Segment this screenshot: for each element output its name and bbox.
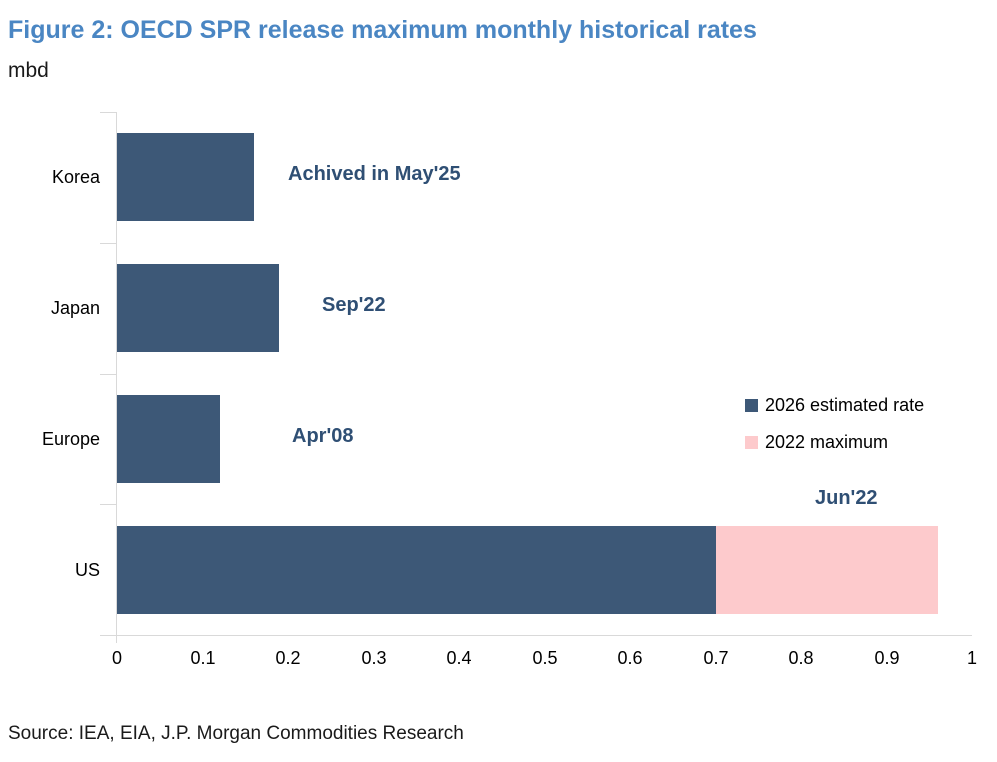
category-label-europe: Europe <box>41 429 100 449</box>
bar-segment-korea <box>117 133 254 221</box>
annotation-europe: Apr'08 <box>292 425 354 447</box>
legend-item-estimated: 2026 estimated rate <box>745 395 924 415</box>
bar-segment-japan <box>117 264 279 352</box>
bar-segment-us <box>716 526 938 614</box>
legend-item-maximum: 2022 maximum <box>745 432 924 452</box>
category-tick <box>100 635 116 636</box>
legend-swatch-pink-icon <box>745 435 758 449</box>
x-tick-label: 0.7 <box>703 648 729 668</box>
x-tick-label: 0.3 <box>361 648 387 668</box>
annotation-korea: Achived in May'25 <box>288 163 461 185</box>
x-axis-line <box>116 635 972 636</box>
y-axis-line <box>116 112 117 643</box>
x-tick-label: 0.1 <box>190 648 216 668</box>
source-note: Source: IEA, EIA, J.P. Morgan Commoditie… <box>8 723 464 744</box>
x-tick-label: 0.9 <box>874 648 900 668</box>
legend-label: 2026 estimated rate <box>765 394 925 415</box>
bar-japan <box>117 264 279 352</box>
axis-unit-label: mbd <box>8 59 49 82</box>
category-label-japan: Japan <box>50 298 100 318</box>
category-tick <box>100 374 116 375</box>
category-tick <box>100 243 116 244</box>
legend-swatch-blue-icon <box>745 398 758 412</box>
figure-title: Figure 2: OECD SPR release maximum month… <box>8 16 757 44</box>
x-tick-label: 0 <box>111 648 123 668</box>
bar-us <box>117 526 938 614</box>
x-tick-label: 0.2 <box>275 648 301 668</box>
annotation-japan: Sep'22 <box>322 294 386 316</box>
category-label-us: US <box>74 560 100 580</box>
category-label-korea: Korea <box>51 167 100 187</box>
chart-legend: 2026 estimated rate 2022 maximum <box>745 395 924 469</box>
category-tick <box>100 504 116 505</box>
bar-europe <box>117 395 220 483</box>
x-tick-label: 1 <box>966 648 978 668</box>
x-tick-label: 0.5 <box>532 648 558 668</box>
x-tick-label: 0.6 <box>617 648 643 668</box>
category-tick <box>100 112 116 113</box>
legend-label: 2022 maximum <box>765 431 889 452</box>
annotation-us: Jun'22 <box>815 487 878 509</box>
x-tick-label: 0.8 <box>788 648 814 668</box>
bar-segment-europe <box>117 395 220 483</box>
bar-korea <box>117 133 254 221</box>
plot-area: Korea Japan Europe US 0 0.1 0.2 0.3 0.4 0.5 0.6 0.7… <box>42 112 977 668</box>
bar-segment-us <box>117 526 716 614</box>
x-tick-label: 0.4 <box>446 648 472 668</box>
